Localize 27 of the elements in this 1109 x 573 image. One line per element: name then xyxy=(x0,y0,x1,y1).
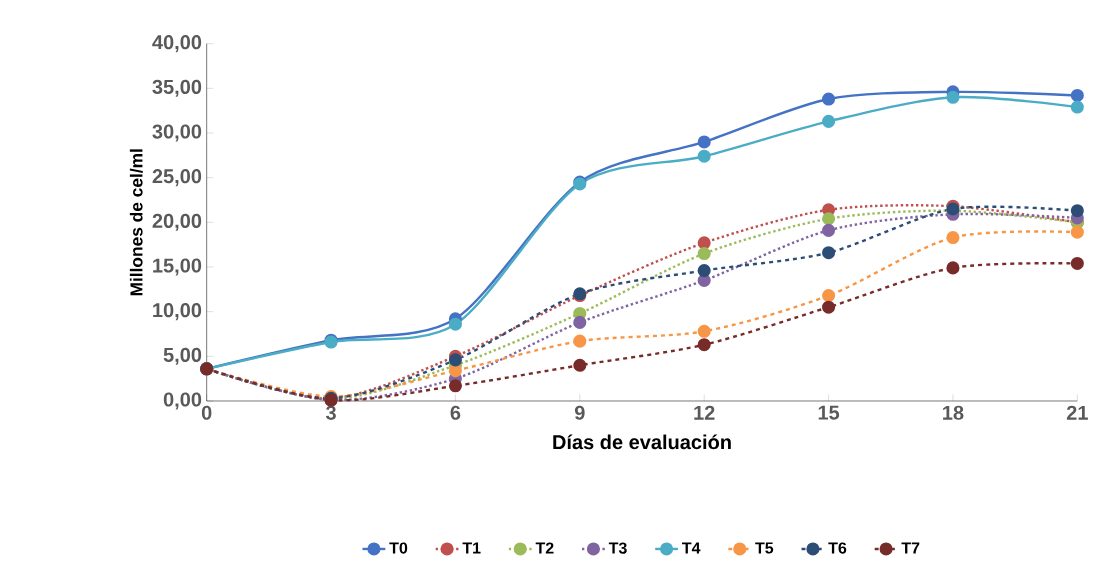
x-tick-label: 3 xyxy=(325,405,336,420)
y-tick-label: 5,00 xyxy=(163,347,202,365)
x-tick-label: 12 xyxy=(694,405,715,420)
legend-label: T6 xyxy=(828,542,847,554)
legend-label: T3 xyxy=(608,542,627,554)
legend-label: T4 xyxy=(682,542,701,554)
legend-label: T7 xyxy=(901,542,920,554)
x-tick-label: 18 xyxy=(943,405,964,420)
y-tick-label: 30,00 xyxy=(152,124,202,142)
y-tick-label: 0,00 xyxy=(163,392,202,410)
y-tick-label: 20,00 xyxy=(152,213,202,231)
legend-label: T2 xyxy=(535,542,554,554)
x-axis-title: Días de evaluación xyxy=(553,434,731,450)
x-tick-label: 0 xyxy=(201,405,212,420)
x-tick-label: 15 xyxy=(818,405,840,420)
x-tick-label: 21 xyxy=(1066,405,1088,420)
legend-label: T0 xyxy=(389,542,408,554)
y-tick-label: 10,00 xyxy=(153,303,202,321)
y-tick-label: 25,00 xyxy=(152,169,202,187)
y-tick-label: 40,00 xyxy=(152,35,202,53)
y-tick-label: 15,00 xyxy=(153,258,202,276)
legend-label: T1 xyxy=(462,542,481,554)
y-tick-label: 35,00 xyxy=(152,79,202,97)
legend-label: T5 xyxy=(755,542,774,554)
x-tick-label: 6 xyxy=(450,405,461,420)
x-tick-label: 9 xyxy=(574,405,585,420)
y-axis-title: Millones de cel/ml xyxy=(129,149,143,296)
